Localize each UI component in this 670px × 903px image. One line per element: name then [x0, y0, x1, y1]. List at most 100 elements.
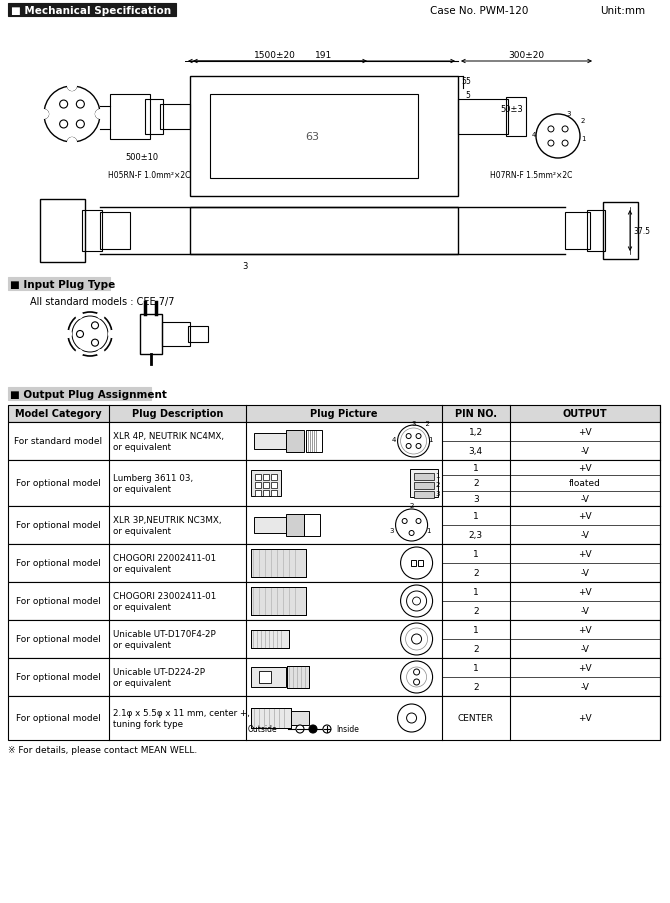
Text: +V: +V	[578, 463, 592, 472]
Bar	[110, 95, 150, 140]
Text: Unicable UT-D224-2P: Unicable UT-D224-2P	[113, 667, 205, 676]
Text: Plug Description: Plug Description	[132, 409, 223, 419]
Bar	[291, 712, 309, 725]
Bar	[8, 405, 660, 423]
Text: CHOGORI 22002411-01: CHOGORI 22002411-01	[113, 554, 216, 563]
Bar	[251, 587, 306, 615]
Text: 2: 2	[409, 502, 414, 508]
Text: Model Category: Model Category	[15, 409, 102, 419]
Bar	[587, 210, 605, 252]
Bar	[190, 77, 458, 197]
Text: For optional model: For optional model	[16, 713, 101, 722]
Bar	[413, 473, 433, 480]
Text: Outside: Outside	[248, 725, 277, 733]
Text: 4: 4	[532, 132, 537, 138]
Bar	[8, 461, 660, 507]
Text: ■ Mechanical Specification: ■ Mechanical Specification	[11, 6, 171, 16]
Bar	[411, 561, 415, 566]
Text: CHOGORI 23002411-01: CHOGORI 23002411-01	[113, 591, 216, 600]
Text: 5: 5	[461, 78, 466, 87]
Text: XLR 3P,NEUTRIK NC3MX,: XLR 3P,NEUTRIK NC3MX,	[113, 516, 222, 525]
Bar	[251, 549, 306, 577]
Text: 2: 2	[473, 606, 478, 615]
Text: For optional model: For optional model	[16, 597, 101, 606]
Circle shape	[76, 312, 82, 319]
Bar	[100, 213, 130, 250]
Bar	[458, 100, 508, 135]
Bar	[210, 95, 418, 179]
Bar	[251, 587, 306, 615]
Bar	[263, 482, 269, 489]
Bar	[8, 620, 660, 658]
Bar	[82, 210, 102, 252]
Circle shape	[76, 350, 82, 358]
Bar	[263, 474, 269, 480]
Text: ■ Input Plug Type: ■ Input Plug Type	[10, 280, 115, 290]
Text: 5: 5	[465, 78, 470, 87]
Text: 1: 1	[473, 549, 478, 558]
Circle shape	[98, 312, 105, 319]
Bar	[188, 327, 208, 342]
Text: +V: +V	[578, 549, 592, 558]
Text: 3    2: 3 2	[411, 421, 429, 426]
Text: +V: +V	[578, 427, 592, 436]
Bar	[140, 314, 162, 355]
Text: or equivalent: or equivalent	[113, 603, 171, 612]
Bar	[8, 278, 110, 291]
Bar	[413, 482, 433, 489]
Text: 1: 1	[427, 527, 431, 534]
Text: 2,3: 2,3	[469, 530, 483, 539]
Text: -V: -V	[581, 683, 590, 691]
Circle shape	[406, 434, 411, 439]
Bar	[506, 98, 526, 137]
Bar	[190, 208, 458, 255]
Bar	[251, 708, 291, 728]
Text: For optional model: For optional model	[16, 521, 101, 530]
Text: 2.1φ x 5.5φ x 11 mm, center +,: 2.1φ x 5.5φ x 11 mm, center +,	[113, 709, 250, 718]
Text: Lumberg 3611 03,: Lumberg 3611 03,	[113, 474, 193, 483]
Bar	[255, 490, 261, 497]
Text: 300±20: 300±20	[508, 51, 544, 61]
Text: 1: 1	[473, 463, 478, 472]
Text: or equivalent: or equivalent	[113, 565, 171, 574]
Bar	[8, 545, 660, 582]
Text: -V: -V	[581, 446, 590, 455]
Text: CENTER: CENTER	[458, 713, 494, 722]
Text: H05RN-F 1.0mm²×2C: H05RN-F 1.0mm²×2C	[108, 171, 190, 180]
Text: For optional model: For optional model	[16, 673, 101, 682]
Circle shape	[98, 350, 105, 358]
Text: 1,2: 1,2	[469, 427, 483, 436]
Text: 63: 63	[305, 132, 319, 142]
Bar	[251, 549, 306, 577]
Bar	[255, 482, 261, 489]
Text: +V: +V	[578, 511, 592, 520]
Circle shape	[323, 725, 331, 733]
Text: H07RN-F 1.5mm²×2C: H07RN-F 1.5mm²×2C	[490, 171, 572, 180]
Bar	[271, 482, 277, 489]
Bar	[8, 4, 176, 17]
Text: 3: 3	[389, 527, 394, 534]
Text: 1: 1	[473, 511, 478, 520]
Circle shape	[402, 519, 407, 524]
Text: For optional model: For optional model	[16, 635, 101, 644]
Text: 2: 2	[581, 118, 586, 124]
Text: OUTPUT: OUTPUT	[563, 409, 607, 419]
Circle shape	[39, 110, 49, 120]
Text: For standard model: For standard model	[15, 437, 103, 446]
Text: +V: +V	[578, 713, 592, 722]
Text: 3: 3	[473, 494, 478, 503]
Text: Plug Picture: Plug Picture	[310, 409, 377, 419]
Bar	[287, 666, 309, 688]
Text: 5: 5	[465, 90, 470, 99]
Text: 1: 1	[436, 472, 440, 479]
Text: +V: +V	[578, 625, 592, 634]
Text: ■ Output Plug Assignment: ■ Output Plug Assignment	[10, 389, 167, 399]
Text: 4: 4	[391, 436, 396, 442]
Bar	[603, 203, 638, 260]
Bar	[160, 105, 190, 130]
Text: 3: 3	[566, 111, 570, 116]
Circle shape	[67, 82, 77, 92]
Circle shape	[409, 531, 414, 535]
Circle shape	[416, 519, 421, 524]
Bar	[8, 507, 660, 545]
